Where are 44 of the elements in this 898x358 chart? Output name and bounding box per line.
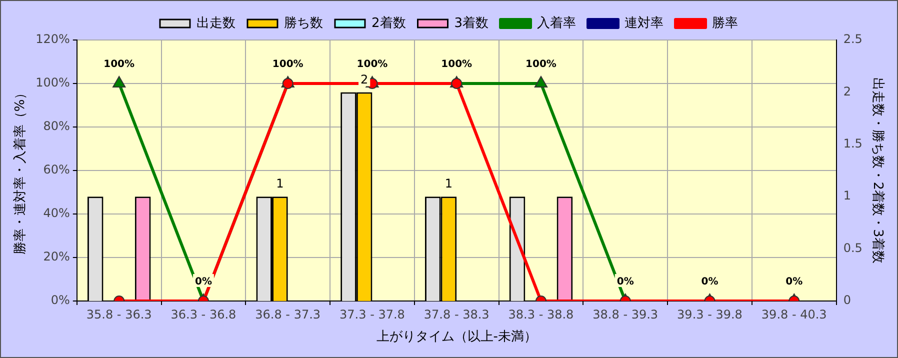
legend-label: 勝ち数 (284, 16, 323, 31)
data-label: 100% (441, 59, 472, 70)
x-tick-label: 37.3 - 37.8 (340, 307, 405, 322)
data-label: 0% (786, 276, 803, 288)
legend-label: 入着率 (537, 14, 576, 31)
data-label: 2 (360, 72, 368, 86)
y2-tick-label: 0.5 (843, 240, 862, 255)
data-label: 100% (526, 59, 556, 70)
y-tick-label: 100% (36, 76, 70, 90)
x-tick-label: 39.8 - 40.3 (761, 307, 827, 322)
x-axis-title: 上がりタイム（以上-未満） (376, 330, 537, 345)
legend-label: 勝率 (712, 14, 738, 31)
y2-tick-label: 0 (843, 293, 851, 308)
legend-label: 出走数 (196, 16, 236, 31)
legend-label: 3着数 (454, 14, 489, 31)
y2-tick-label: 2.5 (843, 32, 862, 46)
x-tick-label: 38.8 - 39.3 (592, 307, 658, 322)
x-tick-label: 37.8 - 38.3 (424, 307, 490, 322)
data-label: 100% (104, 59, 135, 70)
y2-tick-label: 1 (843, 188, 851, 203)
y-tick-label: 60% (43, 162, 70, 177)
data-label: 1 (444, 176, 453, 191)
legend-label: 2着数 (371, 14, 406, 31)
legend-label: 連対率 (624, 14, 664, 31)
x-tick-label: 36.3 - 36.8 (170, 307, 236, 322)
data-label: 100% (356, 59, 388, 70)
y-tick-label: 40% (43, 206, 70, 220)
y-tick-label: 20% (43, 250, 70, 264)
y-tick-label: 80% (43, 119, 70, 134)
x-tick-label: 39.3 - 39.8 (677, 307, 742, 322)
data-label: 0% (194, 276, 212, 288)
y2-tick-label: 1.5 (843, 136, 862, 151)
data-label: 0% (701, 276, 718, 288)
x-tick-label: 35.8 - 36.3 (86, 307, 152, 322)
y-axis-title: 勝率・連対率・入着率（%） (12, 86, 28, 255)
y2-axis-title: 出走数・勝ち数・2着数・3着数 (870, 78, 886, 264)
data-label: 1 (276, 176, 284, 191)
y-tick-label: 0% (50, 293, 70, 308)
data-label: 0% (616, 276, 634, 288)
x-tick-label: 38.3 - 38.8 (508, 307, 574, 322)
x-tick-label: 36.8 - 37.3 (255, 307, 321, 322)
data-label: 100% (272, 59, 304, 70)
y2-tick-label: 2 (843, 84, 851, 98)
y-tick-label: 120% (36, 32, 70, 46)
